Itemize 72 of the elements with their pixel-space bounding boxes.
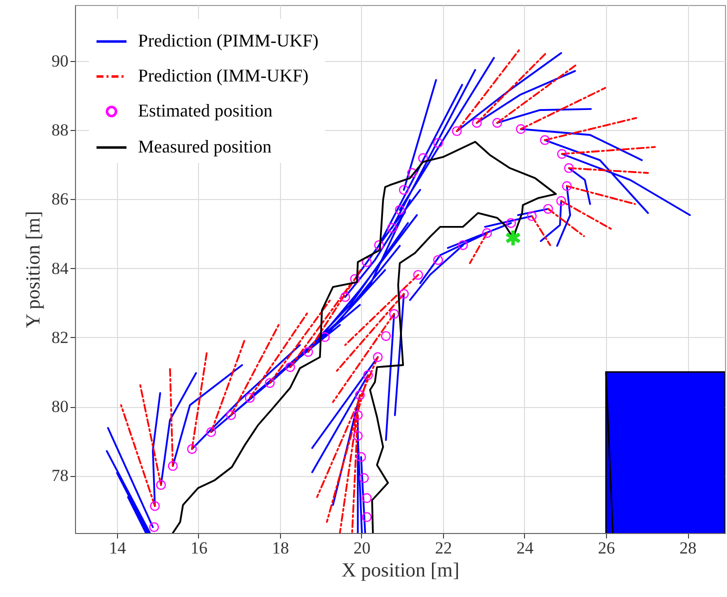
- point: [352, 430, 363, 441]
- x-axis-title: X position [m]: [342, 560, 460, 582]
- legend-label: Prediction (IMM-UKF): [138, 66, 308, 86]
- legend-label: Measured position: [138, 136, 272, 156]
- y-tick-label: 90: [52, 51, 68, 70]
- point: [433, 255, 444, 265]
- point: [556, 196, 566, 206]
- point: [418, 153, 428, 163]
- point: [526, 211, 537, 222]
- point: [564, 163, 574, 174]
- y-tick-label: 86: [52, 190, 68, 209]
- point: [557, 149, 567, 159]
- point: [320, 332, 330, 342]
- y-tick-label: 88: [52, 120, 68, 140]
- point: [285, 362, 296, 372]
- point: [452, 126, 462, 136]
- point: [372, 352, 383, 362]
- x-tick-label: 20: [353, 538, 370, 558]
- point: [362, 512, 372, 522]
- point: [359, 473, 369, 483]
- point: [540, 135, 550, 146]
- point: [356, 452, 366, 462]
- point: [398, 288, 409, 299]
- point: [504, 228, 522, 248]
- point: [156, 480, 166, 490]
- x-tick-label: 24: [516, 538, 534, 558]
- point: [398, 184, 409, 195]
- point: [389, 309, 400, 319]
- y-axis-title: Y position [m]: [22, 210, 44, 328]
- point: [362, 257, 372, 268]
- y-tick-label: 84: [52, 258, 69, 278]
- point: [516, 124, 526, 134]
- point: [413, 270, 424, 280]
- point: [350, 274, 360, 284]
- point: [226, 410, 236, 420]
- x-tick-label: 18: [272, 538, 289, 558]
- point: [149, 522, 159, 532]
- point: [543, 204, 554, 214]
- legend-label: Estimated position: [138, 100, 272, 120]
- point: [407, 168, 417, 178]
- point: [394, 204, 405, 215]
- x-tick-label: 14: [108, 538, 126, 558]
- point: [354, 390, 365, 400]
- point: [381, 331, 391, 341]
- point: [458, 240, 468, 250]
- point: [352, 410, 363, 420]
- point: [482, 228, 492, 238]
- point: [244, 392, 255, 403]
- y-tick-label: 78: [52, 466, 68, 486]
- point: [264, 378, 275, 388]
- point: [187, 444, 197, 454]
- point: [433, 138, 444, 148]
- point: [303, 347, 314, 357]
- point: [506, 218, 516, 228]
- point: [362, 493, 372, 504]
- point: [374, 240, 384, 250]
- legend-label: Prediction (PIMM-UKF): [138, 30, 318, 50]
- point: [150, 501, 160, 511]
- x-tick-label: 28: [680, 538, 697, 558]
- y-tick-label: 82: [52, 328, 68, 347]
- x-tick-label: 16: [190, 538, 208, 558]
- x-tick-label: 22: [434, 538, 452, 558]
- point: [387, 222, 397, 233]
- point: [168, 461, 178, 471]
- point: [206, 427, 216, 438]
- point: [340, 292, 350, 302]
- x-tick-label: 26: [598, 538, 616, 558]
- point: [492, 118, 502, 128]
- point: [363, 370, 373, 380]
- point: [562, 181, 572, 191]
- y-tick-label: 80: [52, 397, 68, 416]
- point: [472, 118, 482, 128]
